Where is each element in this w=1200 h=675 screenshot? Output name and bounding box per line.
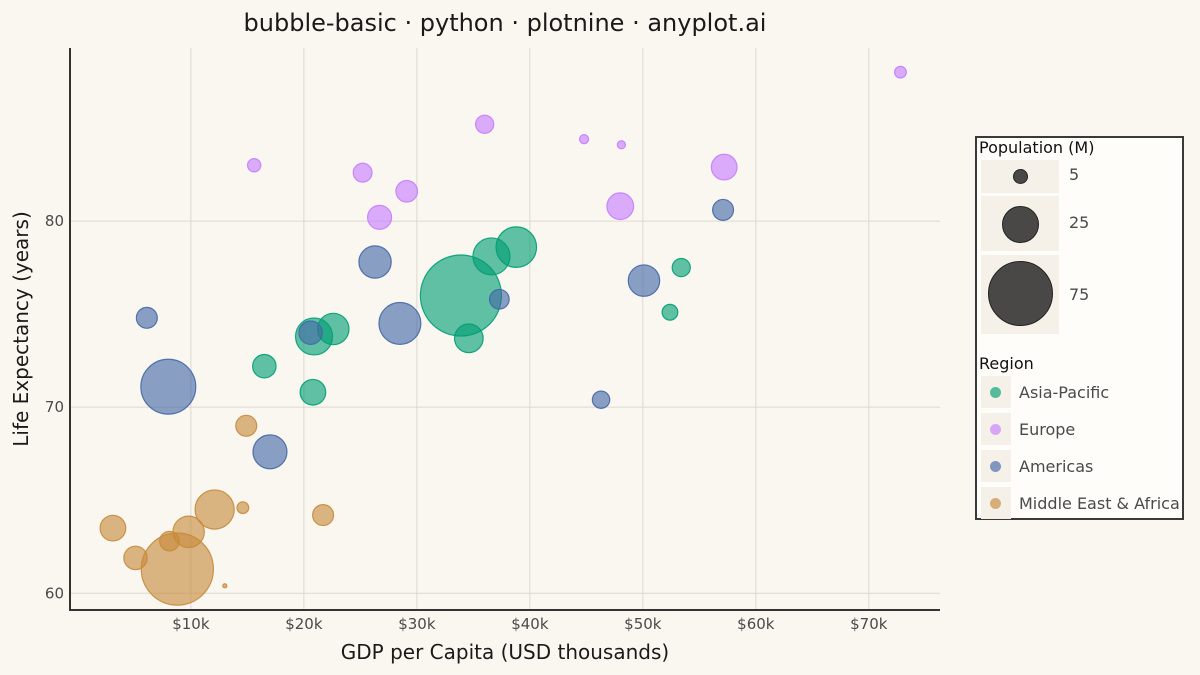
color-legend-key [981,376,1011,408]
bubble [99,514,127,542]
bubble [591,390,611,409]
bubble [222,583,228,589]
bubble [235,414,258,437]
bubble [312,504,335,527]
y-tick-label: 80 [45,212,64,230]
bubble [123,545,148,571]
bubble [135,306,158,329]
legend: Population (M) 5 25 75 Region Asia-Pacif… [975,136,1184,520]
legend-swatch-europe [990,424,1001,435]
color-legend-label: Middle East & Africa [1019,494,1180,513]
chart-title: bubble-basic · python · plotnine · anypl… [243,9,767,37]
bubble-layer [99,65,907,606]
bubble [246,158,262,173]
bubble [378,301,422,345]
y-tick-label: 60 [45,584,64,602]
bubble [661,303,679,321]
color-legend-label: Asia-Pacific [1019,383,1110,402]
bubble [236,501,250,515]
x-tick-label: $40k [511,615,549,633]
bubble [395,179,419,203]
bubble [252,434,288,470]
bubble [578,134,590,145]
bubble [616,140,627,150]
bubble [606,192,635,221]
size-legend-label: 5 [1069,165,1080,184]
series-americas [135,198,735,470]
x-tick-label: $30k [398,615,436,633]
legend-swatch-middle-east-africa [990,498,1001,509]
axes [69,48,940,611]
bubble [298,320,323,346]
series-europe [246,65,907,230]
size-legend-key-medium [981,196,1059,251]
bubble [352,162,373,183]
bubble [366,204,393,230]
size-legend-dot [1013,169,1028,184]
color-legend-key [981,413,1011,445]
bubble [194,489,235,530]
color-legend-title: Region [979,354,1034,373]
bubble [159,530,180,552]
bubble [474,114,495,134]
bubble [671,257,691,278]
bubble [488,288,510,310]
bubble [358,245,392,279]
size-legend-dot [988,261,1053,326]
legend-swatch-americas [990,461,1001,472]
size-legend-dot [1002,206,1039,243]
size-legend-label: 25 [1069,213,1090,232]
tick-labels: $10k $20k $30k $40k $50k $60k $70k 60 70 80 [45,212,888,633]
bubble [710,153,738,181]
bubble [711,198,735,221]
color-legend-label: Europe [1019,420,1076,439]
color-legend-key [981,487,1011,519]
legend-swatch-asia-pacific [990,387,1001,398]
series-asia-pacific [252,226,691,406]
x-tick-label: $70k [850,615,888,633]
x-tick-label: $20k [285,615,323,633]
bubble [140,358,197,415]
series-middle-east-africa [99,414,335,606]
x-tick-label: $10k [172,615,210,633]
bubble [299,378,327,406]
bubble [894,65,907,79]
size-legend-title: Population (M) [979,138,1095,157]
bubble [627,264,661,297]
x-tick-label: $60k [737,615,775,633]
color-legend-label: Americas [1019,457,1094,476]
bubble [472,237,511,276]
y-tick-label: 70 [45,398,64,416]
y-axis-title: Life Expectancy (years) [9,211,33,446]
bubble [252,353,277,379]
x-tick-label: $50k [624,615,662,633]
size-legend-key-small [981,160,1059,193]
bubble [453,323,484,354]
color-legend-key [981,450,1011,482]
size-legend-key-large [981,255,1059,334]
x-axis-title: GDP per Capita (USD thousands) [341,640,669,664]
size-legend-label: 75 [1069,285,1090,304]
